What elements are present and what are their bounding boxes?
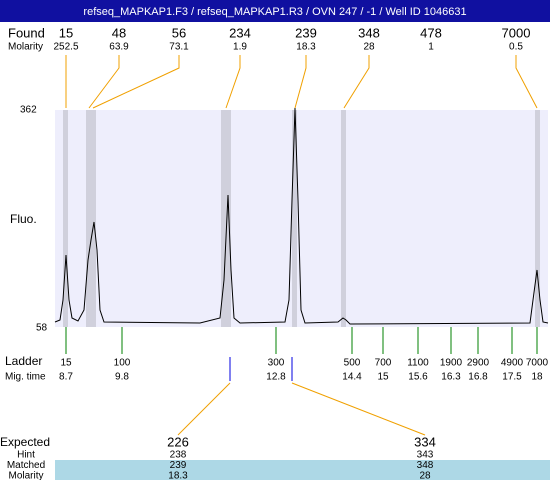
y-axis-label: Fluo.: [10, 212, 37, 226]
ladder-size: 15: [60, 358, 72, 369]
ladder-size: 2900: [467, 358, 490, 369]
found-size: 239: [295, 25, 317, 40]
plot-area: [55, 110, 548, 327]
peak-bands: [63, 110, 540, 327]
row-value: 348: [417, 460, 434, 471]
found-size: 348: [358, 25, 380, 40]
row-value: 18.3: [168, 471, 188, 480]
row-value: 28: [419, 471, 431, 480]
peak-connectors: [65, 55, 538, 436]
found-size: 234: [229, 25, 251, 40]
ladder-time: 9.8: [115, 372, 129, 383]
found-molarity: 18.3: [296, 42, 316, 53]
ladder-label: Ladder: [5, 354, 42, 368]
ladder-time: 15: [377, 372, 389, 383]
found-molarity: 252.5: [53, 42, 78, 53]
ladder-size: 4900: [501, 358, 524, 369]
found-size: 15: [59, 25, 73, 40]
row-label: Molarity: [8, 471, 43, 480]
found-size: 56: [172, 25, 186, 40]
found-size: 478: [420, 25, 442, 40]
row-label: Hint: [17, 450, 35, 461]
ladder-time: 8.7: [59, 372, 73, 383]
ladder-time: 16.3: [441, 372, 461, 383]
row-value: 343: [417, 450, 434, 461]
found-molarity: 0.5: [509, 42, 523, 53]
ladder-size: 7000: [526, 358, 549, 369]
found-label: Found: [8, 25, 45, 40]
found-molarity: 28: [363, 42, 375, 53]
found-size: 7000: [502, 25, 531, 40]
title-bar: [0, 0, 550, 22]
ladder-time: 16.8: [468, 372, 488, 383]
ladder-time: 14.4: [342, 372, 362, 383]
migtime-label: Mig. time: [5, 372, 46, 383]
ladder-size: 500: [344, 358, 361, 369]
row-value: 239: [170, 460, 187, 471]
found-molarity: 1.9: [233, 42, 247, 53]
row-value: 238: [170, 450, 187, 461]
found-molarity: 73.1: [169, 42, 189, 53]
row-label: Matched: [7, 460, 45, 471]
found-molarity: 1: [428, 42, 434, 53]
ladder-size: 700: [375, 358, 392, 369]
expected-value: 334: [414, 434, 436, 449]
title: refseq_MAPKAP1.F3 / refseq_MAPKAP1.R3 / …: [83, 6, 466, 18]
ladder-time: 18: [531, 372, 543, 383]
ladder-time: 15.6: [408, 372, 428, 383]
trace: [54, 107, 549, 325]
ladder-size: 1900: [440, 358, 463, 369]
molarity-label: Molarity: [8, 42, 43, 53]
y-max-label: 362: [20, 105, 37, 116]
ladder-size: 1100: [407, 358, 429, 369]
expected-value: 226: [167, 434, 189, 449]
ladder-size: 300: [268, 358, 285, 369]
matched-band: [55, 460, 550, 480]
y-min-label: 58: [36, 323, 48, 334]
ladder-time: 12.8: [266, 372, 286, 383]
matched-markers: [229, 357, 293, 381]
ladder-time: 17.5: [502, 372, 522, 383]
expected-label: Expected: [0, 435, 50, 449]
ladder-size: 100: [114, 358, 131, 369]
found-molarity: 63.9: [109, 42, 129, 53]
found-size: 48: [112, 25, 126, 40]
